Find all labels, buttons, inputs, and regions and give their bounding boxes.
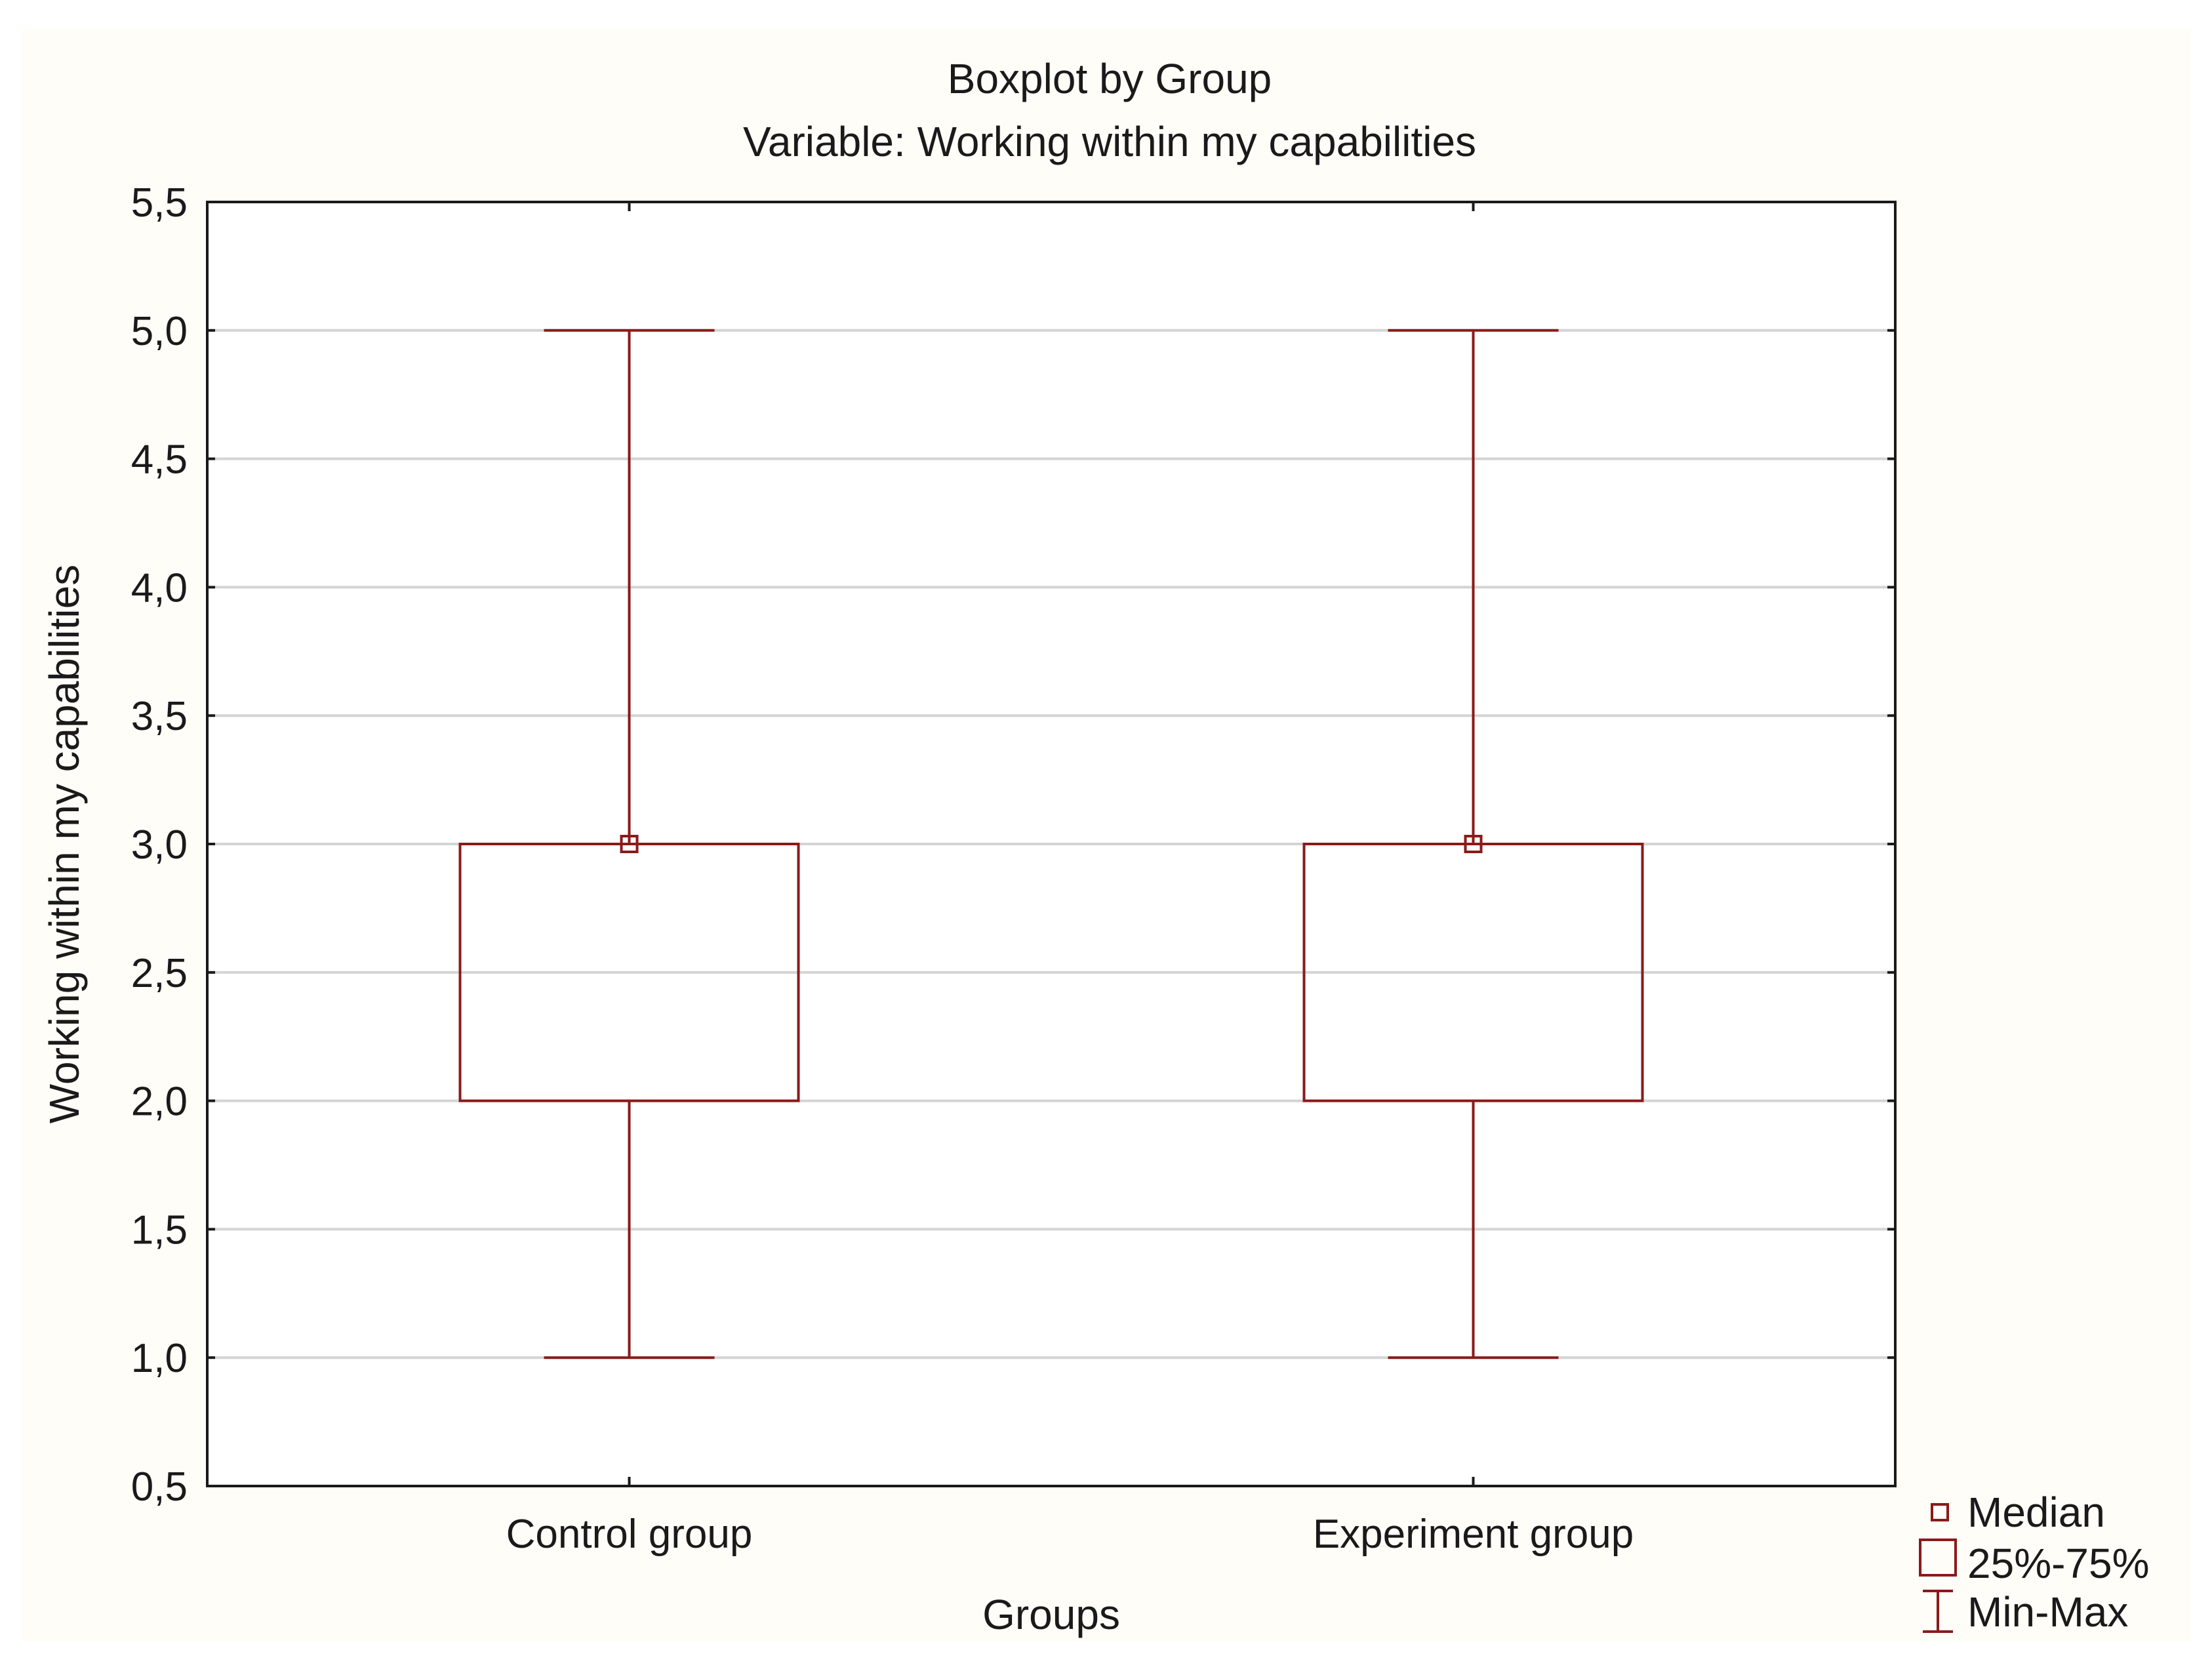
box-iqr: [458, 843, 800, 1102]
box-group: [458, 329, 800, 1359]
x-tick-label: Control group: [506, 1512, 753, 1557]
boxplot-chart: Boxplot by Group Variable: Working withi…: [41, 55, 2150, 1638]
legend-median-label: Median: [1967, 1489, 2105, 1536]
chart-subtitle: Variable: Working within my capabilities: [743, 118, 1476, 165]
y-axis-ticks: 0,5 1,0 1,5 2,0 2,5 3,0 3,5 4,0 4,5 5,0 5,5: [131, 180, 1895, 1510]
y-tick-label: 1,0: [131, 1336, 188, 1381]
chart-page: Boxplot by Group Variable: Working withi…: [21, 28, 2191, 1641]
box-iqr: [1302, 843, 1644, 1102]
y-axis-label: Working within my capabilities: [41, 565, 88, 1123]
legend-whisker-symbol: [1923, 1590, 1953, 1633]
x-axis-ticks: Control group Experiment group: [506, 202, 1634, 1557]
y-tick-label: 5,5: [131, 180, 188, 226]
legend-box-label: 25%-75%: [1967, 1540, 2150, 1587]
legend-median-symbol: [1931, 1503, 1949, 1521]
y-tick-label: 3,5: [131, 694, 188, 739]
legend-whisker-label: Min-Max: [1967, 1588, 2128, 1636]
median-marker: [620, 835, 639, 853]
y-tick-label: 2,5: [131, 951, 188, 996]
box-group: [1302, 329, 1644, 1359]
chart-title: Boxplot by Group: [948, 55, 1272, 102]
x-axis-label: Groups: [982, 1591, 1120, 1638]
y-tick-label: 1,5: [131, 1207, 188, 1253]
y-tick-label: 0,5: [131, 1464, 188, 1510]
y-tick-label: 2,0: [131, 1079, 188, 1125]
legend-box-symbol: [1919, 1538, 1957, 1577]
y-tick-label: 4,0: [131, 565, 188, 611]
y-tick-label: 4,5: [131, 437, 188, 483]
box-series: [458, 329, 1644, 1359]
y-tick-label: 3,0: [131, 822, 188, 868]
x-tick-label: Experiment group: [1313, 1512, 1634, 1557]
legend: Median 25%-75% Min-Max: [1919, 1489, 2150, 1636]
y-tick-label: 5,0: [131, 309, 188, 354]
median-marker: [1464, 835, 1483, 853]
